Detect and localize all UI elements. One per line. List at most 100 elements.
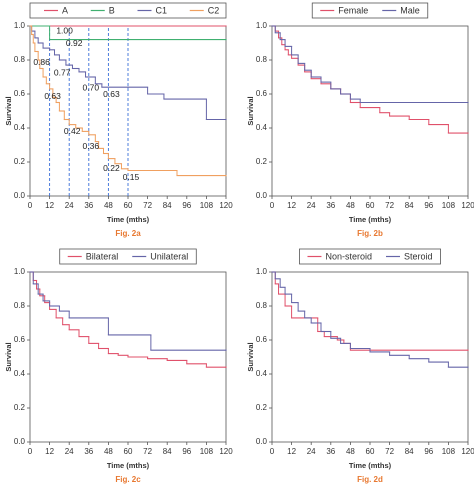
- legend-label: A: [62, 5, 68, 15]
- caption: Fig. 2a: [115, 229, 141, 238]
- x-tick-label: 120: [461, 447, 474, 456]
- x-tick-label: 84: [163, 201, 172, 210]
- y-tick-label: 0.6: [256, 335, 268, 344]
- y-axis-label: Survival: [246, 342, 255, 371]
- x-tick-label: 48: [346, 447, 355, 456]
- legend-label: Female: [338, 5, 368, 15]
- x-tick-label: 36: [84, 447, 93, 456]
- x-tick-label: 24: [65, 201, 74, 210]
- chart-panel: 0.00.20.40.60.81.00 12 24 36 48 60 72 84 96 108 12…: [246, 248, 474, 484]
- y-tick-label: 0.8: [256, 55, 268, 64]
- y-tick-label: 0.8: [14, 55, 26, 64]
- x-tick-label: 120: [219, 447, 233, 456]
- annotation: 0.36: [83, 141, 100, 151]
- annotation: 0.86: [33, 57, 50, 67]
- y-tick-label: 0.4: [256, 123, 268, 132]
- x-tick-label: 24: [65, 447, 74, 456]
- annotation: 1.00: [56, 25, 73, 35]
- legend-box: [299, 248, 441, 265]
- x-tick-label: 84: [163, 447, 172, 456]
- legend: Bilateral Unilateral: [59, 248, 197, 265]
- y-tick-label: 0.0: [256, 437, 268, 446]
- legend-label: C1: [156, 5, 168, 15]
- y-tick-label: 0.6: [256, 89, 268, 98]
- legend-label: Non-steroid: [325, 251, 372, 261]
- y-tick-label: 1.0: [256, 267, 268, 276]
- y-axis-label: Survival: [4, 342, 13, 371]
- y-tick-label: 0.4: [14, 123, 26, 132]
- legend-label: Steroid: [404, 251, 433, 261]
- plot-frame: [271, 271, 469, 443]
- annotation: 0.63: [44, 91, 61, 101]
- x-tick-label: 96: [424, 447, 433, 456]
- y-axis-label: Survival: [246, 96, 255, 125]
- y-tick-label: 0.6: [14, 89, 26, 98]
- legend-label: B: [109, 5, 115, 15]
- x-tick-label: 60: [124, 447, 133, 456]
- x-tick-label: 12: [45, 447, 54, 456]
- x-tick-label: 12: [287, 201, 296, 210]
- x-tick-label: 24: [307, 201, 316, 210]
- x-tick-label: 108: [442, 447, 456, 456]
- x-axis-label: Time (mths): [107, 215, 150, 224]
- x-tick-label: 60: [366, 201, 375, 210]
- x-tick-label: 96: [424, 201, 433, 210]
- x-tick-label: 36: [326, 447, 335, 456]
- x-tick-label: 108: [442, 201, 456, 210]
- x-tick-label: 108: [200, 201, 214, 210]
- y-tick-label: 0.4: [14, 369, 26, 378]
- x-tick-label: 72: [143, 447, 152, 456]
- y-tick-label: 0.8: [256, 301, 268, 310]
- x-tick-label: 84: [405, 447, 414, 456]
- x-tick-label: 84: [405, 201, 414, 210]
- caption: Fig. 2b: [357, 229, 383, 238]
- y-tick-label: 1.0: [14, 21, 26, 30]
- x-tick-label: 12: [287, 447, 296, 456]
- x-tick-label: 96: [182, 201, 191, 210]
- x-axis-label: Time (mths): [107, 461, 150, 470]
- x-tick-label: 60: [366, 447, 375, 456]
- annotation: 0.63: [103, 89, 120, 99]
- x-tick-label: 12: [45, 201, 54, 210]
- y-tick-label: 0.0: [256, 191, 268, 200]
- x-axis-label: Time (mths): [349, 215, 392, 224]
- y-tick-label: 1.0: [14, 267, 26, 276]
- legend-label: C2: [208, 5, 220, 15]
- x-tick-label: 24: [307, 447, 316, 456]
- y-tick-label: 0.0: [14, 191, 26, 200]
- chart-panel: 0.00.20.40.60.81.00 12 24 36 48 60 72 84 96 108 12…: [4, 2, 233, 238]
- legend-label: Bilateral: [86, 251, 119, 261]
- chart-panel: 0.00.20.40.60.81.00 12 24 36 48 60 72 84 96 108 12…: [246, 2, 474, 238]
- x-tick-label: 72: [385, 447, 394, 456]
- x-tick-label: 0: [28, 447, 33, 456]
- caption: Fig. 2c: [115, 475, 141, 484]
- chart-panel: 0.00.20.40.60.81.00 12 24 36 48 60 72 84 96 108 12…: [4, 248, 233, 484]
- x-tick-label: 36: [326, 201, 335, 210]
- x-tick-label: 72: [385, 201, 394, 210]
- y-tick-label: 0.8: [14, 301, 26, 310]
- legend-box: [59, 248, 197, 265]
- annotation: 0.22: [103, 163, 120, 173]
- legend-box: [29, 2, 227, 19]
- caption: Fig. 2d: [357, 475, 383, 484]
- x-tick-label: 36: [84, 201, 93, 210]
- legend: A B C1 C2: [29, 2, 227, 19]
- y-tick-label: 0.2: [256, 157, 268, 166]
- legend-box: [311, 2, 429, 19]
- annotation: 0.70: [83, 82, 100, 92]
- annotation: 0.92: [66, 38, 83, 48]
- y-tick-label: 0.4: [256, 369, 268, 378]
- y-tick-label: 0.2: [14, 403, 26, 412]
- x-tick-label: 48: [104, 447, 113, 456]
- y-tick-label: 1.0: [256, 21, 268, 30]
- x-tick-label: 120: [219, 201, 233, 210]
- x-tick-label: 108: [200, 447, 214, 456]
- x-tick-label: 0: [28, 201, 33, 210]
- y-tick-label: 0.2: [256, 403, 268, 412]
- annotation: 0.42: [64, 126, 81, 136]
- x-axis-label: Time (mths): [349, 461, 392, 470]
- annotation: 0.15: [123, 172, 140, 182]
- y-tick-label: 0.2: [14, 157, 26, 166]
- x-tick-label: 48: [346, 201, 355, 210]
